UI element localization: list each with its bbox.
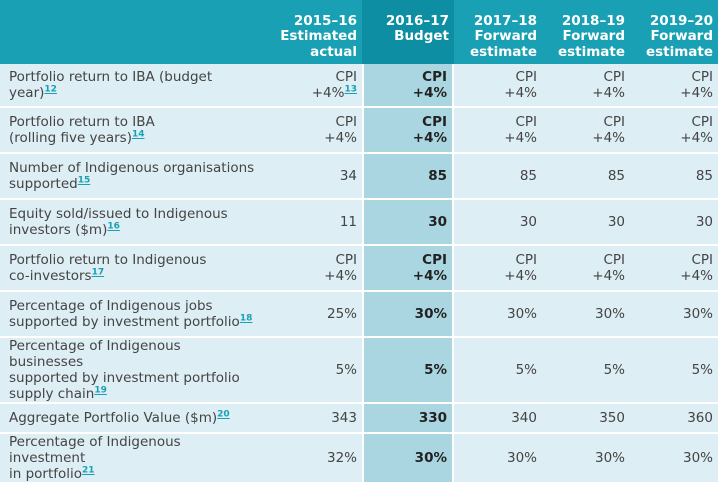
cell-2017-18: 85 (454, 154, 542, 200)
header-2015-16: 2015–16 Estimated actual (262, 0, 362, 64)
cell-2019-20: CPI +4% (630, 64, 718, 108)
cell-2019-20: 30 (630, 200, 718, 246)
table-row: Percentage of Indigenous investment in po… (0, 434, 718, 484)
table-row: Percentage of Indigenous jobs supported b… (0, 292, 718, 338)
footnote-link[interactable]: 21 (82, 465, 95, 476)
cell-2019-20: CPI +4% (630, 246, 718, 292)
cell-2018-19: CPI +4% (542, 246, 630, 292)
row-label: Percentage of Indigenous businesses suppo… (0, 338, 262, 404)
cell-2016-17: 85 (362, 154, 454, 200)
cell-2017-18: 30 (454, 200, 542, 246)
footnote-link[interactable]: 20 (217, 409, 230, 420)
row-label: Aggregate Portfolio Value ($m)20 (0, 404, 262, 434)
cell-2019-20: 30% (630, 292, 718, 338)
table-row: Portfolio return to IBA (budget year)12 … (0, 64, 718, 108)
table-row: Portfolio return to Indigenous co-investo… (0, 246, 718, 292)
cell-2018-19: 30% (542, 434, 630, 484)
cell-2018-19: 350 (542, 404, 630, 434)
cell-2015-16: CPI +4% (262, 246, 362, 292)
footnote-link[interactable]: 13 (344, 84, 357, 95)
cell-2015-16: CPI +4%13 (262, 64, 362, 108)
cell-2019-20: CPI +4% (630, 108, 718, 154)
cell-2015-16: 32% (262, 434, 362, 484)
cell-2015-16: 11 (262, 200, 362, 246)
header-2018-19: 2018–19 Forward estimate (542, 0, 630, 64)
cell-2016-17: 30% (362, 292, 454, 338)
cell-2015-16: 343 (262, 404, 362, 434)
footnote-link[interactable]: 14 (131, 129, 145, 140)
cell-2017-18: CPI +4% (454, 64, 542, 108)
table-row: Equity sold/issued to Indigenous investor… (0, 200, 718, 246)
table-row: Percentage of Indigenous businesses suppo… (0, 338, 718, 404)
cell-2018-19: 30% (542, 292, 630, 338)
cell-2019-20: 85 (630, 154, 718, 200)
cell-2016-17: 30% (362, 434, 454, 484)
cell-2017-18: 30% (454, 434, 542, 484)
table-row: Number of Indigenous organisations suppor… (0, 154, 718, 200)
table-row: Portfolio return to IBA (rolling five yea… (0, 108, 718, 154)
table-row: Aggregate Portfolio Value ($m)20 343 330… (0, 404, 718, 434)
footnote-link[interactable]: 17 (91, 267, 105, 278)
cell-2017-18: CPI +4% (454, 246, 542, 292)
cell-2019-20: 30% (630, 434, 718, 484)
cell-2016-17: CPI +4% (362, 246, 454, 292)
cell-2015-16: 25% (262, 292, 362, 338)
row-label: Percentage of Indigenous jobs supported b… (0, 292, 262, 338)
cell-2015-16: 5% (262, 338, 362, 404)
cell-2017-18: 340 (454, 404, 542, 434)
cell-2018-19: 30 (542, 200, 630, 246)
cell-2017-18: 30% (454, 292, 542, 338)
cell-2017-18: 5% (454, 338, 542, 404)
cell-2019-20: 5% (630, 338, 718, 404)
header-2019-20: 2019–20 Forward estimate (630, 0, 718, 64)
cell-2015-16: CPI +4% (262, 108, 362, 154)
cell-2018-19: CPI +4% (542, 108, 630, 154)
cell-2017-18: CPI +4% (454, 108, 542, 154)
cell-2016-17: 5% (362, 338, 454, 404)
cell-2016-17: 330 (362, 404, 454, 434)
row-label: Portfolio return to IBA (rolling five yea… (0, 108, 262, 154)
cell-2018-19: CPI +4% (542, 64, 630, 108)
footnote-link[interactable]: 18 (239, 313, 253, 324)
header-label-column (0, 0, 262, 64)
row-label: Portfolio return to IBA (budget year)12 (0, 64, 262, 108)
footnote-link[interactable]: 16 (107, 221, 120, 232)
cell-2016-17: 30 (362, 200, 454, 246)
cell-2016-17: CPI +4% (362, 108, 454, 154)
row-label: Portfolio return to Indigenous co-investo… (0, 246, 262, 292)
footnote-link[interactable]: 15 (77, 175, 91, 186)
row-label: Percentage of Indigenous investment in po… (0, 434, 262, 484)
header-2017-18: 2017–18 Forward estimate (454, 0, 542, 64)
row-label: Equity sold/issued to Indigenous investor… (0, 200, 262, 246)
cell-2015-16: 34 (262, 154, 362, 200)
cell-2016-17: CPI +4% (362, 64, 454, 108)
cell-2018-19: 85 (542, 154, 630, 200)
cell-2018-19: 5% (542, 338, 630, 404)
cell-2019-20: 360 (630, 404, 718, 434)
footnote-link[interactable]: 19 (94, 385, 107, 396)
row-label: Number of Indigenous organisations suppor… (0, 154, 262, 200)
footnote-link[interactable]: 12 (44, 84, 57, 95)
